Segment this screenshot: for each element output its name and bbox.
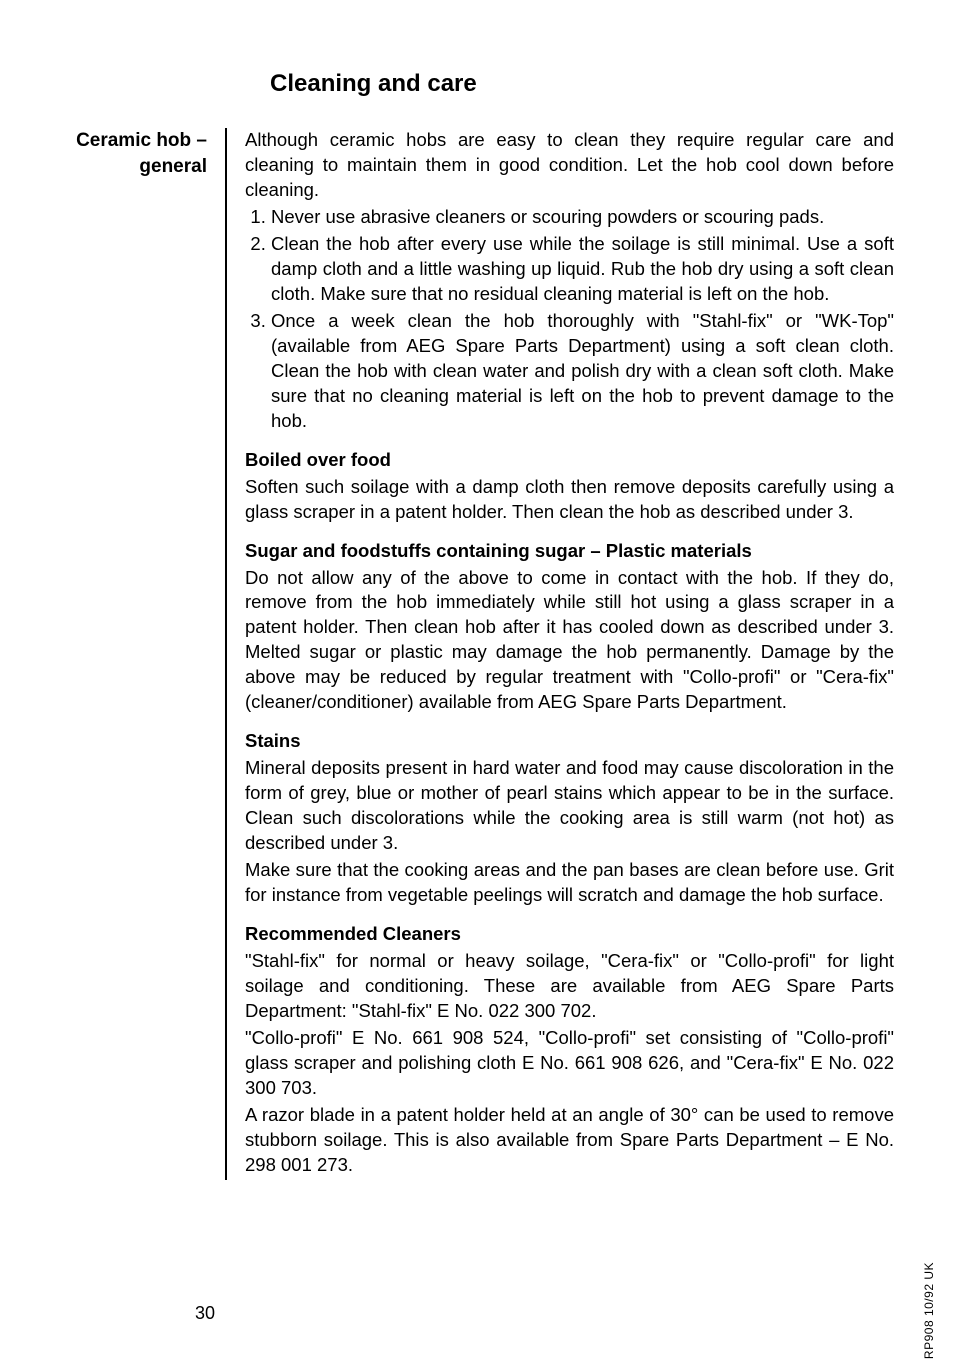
cleaners-body-3: A razor blade in a patent holder held at…: [245, 1103, 894, 1178]
list-item: Never use abrasive cleaners or scouring …: [271, 205, 894, 230]
list-item: Clean the hob after every use while the …: [271, 232, 894, 307]
cleaners-body-2: "Collo-profi" E No. 661 908 524, "Collo-…: [245, 1026, 894, 1101]
sugar-body: Do not allow any of the above to come in…: [245, 566, 894, 716]
numbered-list: Never use abrasive cleaners or scouring …: [245, 205, 894, 434]
cleaners-body-1: "Stahl-fix" for normal or heavy soilage,…: [245, 949, 894, 1024]
page-title: Cleaning and care: [270, 70, 894, 98]
subheading-stains: Stains: [245, 729, 894, 754]
subheading-sugar: Sugar and foodstuffs containing sugar – …: [245, 539, 894, 564]
subheading-cleaners: Recommended Cleaners: [245, 922, 894, 947]
stains-body-1: Mineral deposits present in hard water a…: [245, 756, 894, 856]
document-page: Cleaning and care Ceramic hob – general …: [0, 0, 954, 1352]
content-columns: Ceramic hob – general Although ceramic h…: [60, 128, 894, 1180]
subheading-boiled: Boiled over food: [245, 448, 894, 473]
body-column: Although ceramic hobs are easy to clean …: [245, 128, 894, 1180]
stains-body-2: Make sure that the cooking areas and the…: [245, 858, 894, 908]
column-divider: [225, 128, 227, 1180]
list-item: Once a week clean the hob thoroughly wit…: [271, 309, 894, 434]
sidebar-heading: Ceramic hob – general: [60, 128, 225, 179]
page-number: 30: [195, 1303, 215, 1324]
intro-paragraph: Although ceramic hobs are easy to clean …: [245, 128, 894, 203]
print-code: RP908 10/92 UK: [922, 1262, 936, 1359]
boiled-body: Soften such soilage with a damp cloth th…: [245, 475, 894, 525]
